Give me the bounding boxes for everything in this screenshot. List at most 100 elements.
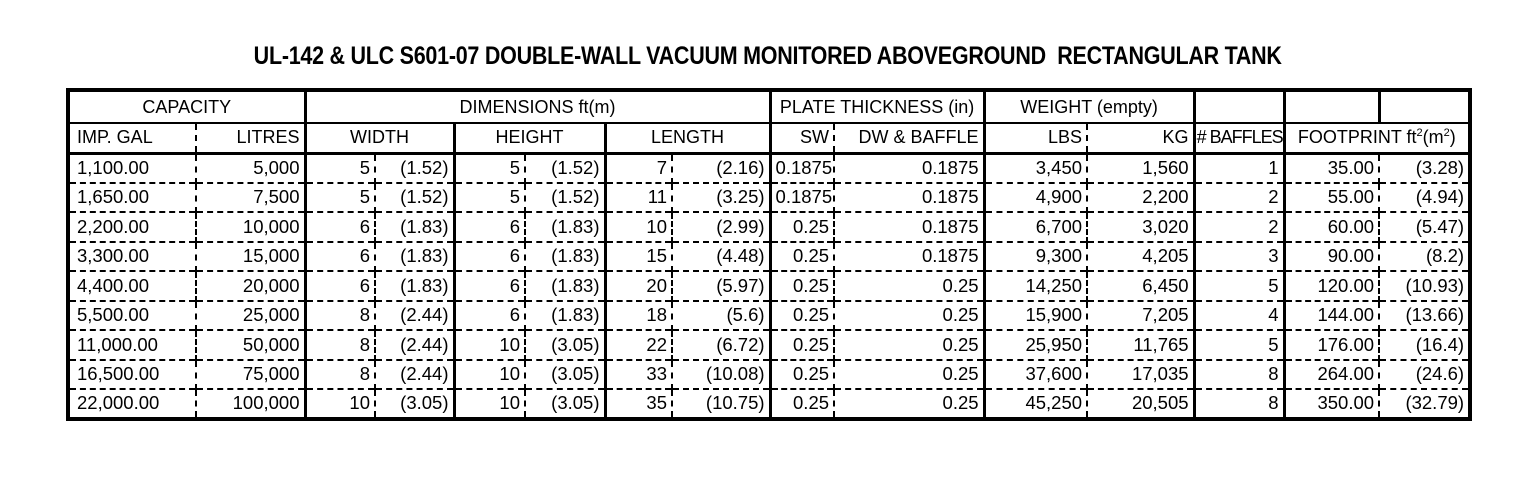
cell-litres: 50,000 — [195, 329, 305, 360]
header-group-blank-1 — [1192, 90, 1285, 124]
cell-dw-baffle: 0.1875 — [833, 181, 985, 212]
cell-dw-baffle: 0.25 — [833, 299, 985, 330]
cell-sw: 0.25 — [768, 240, 835, 271]
group-header-row: CAPACITY DIMENSIONS ft(m) PLATE THICKNES… — [68, 90, 1471, 124]
cell-footprint-ft: 60.00 — [1282, 211, 1380, 242]
cell-dw-baffle: 0.25 — [833, 358, 985, 389]
cell-footprint-ft: 144.00 — [1282, 299, 1380, 330]
cell-length-m: (4.48) — [670, 240, 771, 271]
cell-sw: 0.1875 — [768, 152, 835, 183]
cell-kg: 2,200 — [1086, 181, 1195, 212]
cell-length-ft: 11 — [603, 181, 672, 212]
cell-kg: 17,035 — [1086, 358, 1195, 389]
cell-length-ft: 22 — [603, 329, 672, 360]
cell-sw: 0.25 — [768, 270, 835, 301]
cell-width-ft: 5 — [303, 152, 375, 183]
cell-height-m: (1.83) — [524, 240, 605, 271]
cell-num-baffles: 8 — [1192, 358, 1285, 389]
cell-kg: 6,450 — [1086, 270, 1195, 301]
cell-footprint-m: (16.4) — [1378, 329, 1471, 360]
cell-height-ft: 6 — [452, 211, 525, 242]
cell-lbs: 9,300 — [982, 240, 1088, 271]
cell-footprint-m: (13.66) — [1378, 299, 1471, 330]
table-row: 1,650.00 7,500 5 (1.52) 5 (1.52) 11 (3.25) 0.187… — [68, 181, 1471, 212]
cell-length-m: (5.6) — [670, 299, 771, 330]
cell-lbs: 15,900 — [982, 299, 1088, 330]
cell-width-m: (1.83) — [374, 211, 454, 242]
cell-length-ft: 20 — [603, 270, 672, 301]
cell-width-m: (1.83) — [374, 240, 454, 271]
cell-lbs: 45,250 — [982, 388, 1088, 419]
header-group-weight: WEIGHT (empty) — [982, 90, 1195, 124]
cell-length-ft: 33 — [603, 358, 672, 389]
cell-width-ft: 8 — [303, 329, 375, 360]
header-group-dimensions: DIMENSIONS ft(m) — [303, 90, 771, 124]
cell-height-ft: 5 — [452, 152, 525, 183]
cell-footprint-m: (3.28) — [1378, 152, 1471, 183]
cell-height-m: (1.52) — [524, 152, 605, 183]
table-row: 5,500.00 25,000 8 (2.44) 6 (1.83) 18 (5.6) 0.25 0… — [68, 299, 1471, 330]
cell-sw: 0.25 — [768, 358, 835, 389]
cell-footprint-m: (5.47) — [1378, 211, 1471, 242]
header-group-blank-3 — [1377, 90, 1471, 124]
cell-litres: 100,000 — [195, 388, 305, 419]
cell-length-ft: 35 — [603, 388, 672, 419]
cell-width-ft: 6 — [303, 211, 375, 242]
cell-num-baffles: 8 — [1192, 388, 1285, 419]
cell-litres: 7,500 — [195, 181, 305, 212]
cell-imp-gal: 5,500.00 — [68, 299, 196, 330]
cell-height-m: (1.83) — [524, 270, 605, 301]
cell-length-ft: 7 — [603, 152, 672, 183]
header-group-blank-2 — [1282, 90, 1380, 124]
cell-sw: 0.25 — [768, 388, 835, 419]
cell-height-m: (1.52) — [524, 181, 605, 212]
cell-width-m: (1.52) — [374, 152, 454, 183]
header-length: LENGTH — [603, 123, 771, 155]
sub-header-row: IMP. GAL LITRES WIDTH HEIGHT LENGTH SW D… — [68, 123, 1471, 155]
cell-length-m: (5.97) — [670, 270, 771, 301]
table-row: 3,300.00 15,000 6 (1.83) 6 (1.83) 15 (4.48) 0.25… — [68, 240, 1471, 271]
footprint-label-mid: (m — [1422, 127, 1444, 148]
cell-dw-baffle: 0.1875 — [833, 240, 985, 271]
cell-length-ft: 10 — [603, 211, 672, 242]
cell-kg: 11,765 — [1086, 329, 1195, 360]
cell-length-m: (2.16) — [670, 152, 771, 183]
cell-width-ft: 8 — [303, 358, 375, 389]
cell-sw: 0.1875 — [768, 181, 835, 212]
cell-footprint-ft: 120.00 — [1282, 270, 1380, 301]
cell-height-ft: 6 — [452, 270, 525, 301]
table-row: 2,200.00 10,000 6 (1.83) 6 (1.83) 10 (2.99) 0.25… — [68, 211, 1471, 242]
cell-lbs: 25,950 — [982, 329, 1088, 360]
tank-spec-table: CAPACITY DIMENSIONS ft(m) PLATE THICKNES… — [66, 88, 1473, 421]
cell-imp-gal: 2,200.00 — [68, 211, 196, 242]
cell-dw-baffle: 0.25 — [833, 270, 985, 301]
cell-length-m: (10.75) — [670, 388, 771, 419]
cell-litres: 20,000 — [195, 270, 305, 301]
header-sw: SW — [768, 123, 835, 155]
cell-width-ft: 10 — [303, 388, 375, 419]
cell-length-ft: 18 — [603, 299, 672, 330]
cell-width-m: (1.83) — [374, 270, 454, 301]
header-height: HEIGHT — [452, 123, 605, 155]
cell-footprint-ft: 35.00 — [1282, 152, 1380, 183]
cell-num-baffles: 4 — [1192, 299, 1285, 330]
cell-footprint-m: (4.94) — [1378, 181, 1471, 212]
cell-imp-gal: 3,300.00 — [68, 240, 196, 271]
cell-footprint-ft: 90.00 — [1282, 240, 1380, 271]
cell-height-m: (1.83) — [524, 299, 605, 330]
table-row: 1,100.00 5,000 5 (1.52) 5 (1.52) 7 (2.16) 0.1875… — [68, 152, 1471, 183]
cell-lbs: 6,700 — [982, 211, 1088, 242]
header-group-capacity: CAPACITY — [68, 90, 305, 124]
table-row: 4,400.00 20,000 6 (1.83) 6 (1.83) 20 (5.97) 0.25… — [68, 270, 1471, 301]
cell-length-m: (3.25) — [670, 181, 771, 212]
cell-footprint-m: (10.93) — [1378, 270, 1471, 301]
cell-num-baffles: 5 — [1192, 329, 1285, 360]
header-lbs: LBS — [982, 123, 1088, 155]
page-title-text: UL-142 & ULC S601-07 DOUBLE-WALL VACUUM … — [253, 42, 1282, 70]
cell-lbs: 37,600 — [982, 358, 1088, 389]
header-litres: LITRES — [195, 123, 305, 155]
cell-height-ft: 5 — [452, 181, 525, 212]
cell-dw-baffle: 0.1875 — [833, 211, 985, 242]
header-num-baffles: # BAFFLES — [1192, 123, 1285, 155]
table-body: 1,100.00 5,000 5 (1.52) 5 (1.52) 7 (2.16) 0.1875… — [68, 152, 1471, 419]
